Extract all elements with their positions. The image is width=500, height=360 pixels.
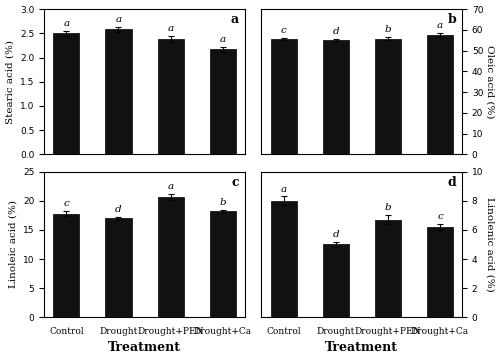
Y-axis label: Linoleic acid (%): Linoleic acid (%)	[8, 201, 18, 288]
Text: b: b	[384, 203, 391, 212]
Bar	[106, 218, 132, 317]
Bar	[158, 39, 184, 154]
Bar	[322, 40, 348, 154]
Text: a: a	[280, 185, 286, 194]
Text: d: d	[115, 204, 122, 213]
Text: a: a	[64, 19, 70, 28]
Text: a: a	[116, 15, 121, 24]
Text: d: d	[448, 176, 456, 189]
Text: a: a	[168, 182, 173, 191]
Text: a: a	[437, 21, 443, 30]
Bar	[210, 49, 236, 154]
Text: b: b	[220, 198, 226, 207]
X-axis label: Treatment: Treatment	[108, 341, 181, 355]
Bar	[158, 197, 184, 317]
Bar	[106, 30, 132, 154]
Bar	[427, 227, 453, 317]
Text: b: b	[448, 13, 456, 26]
Bar	[322, 244, 348, 317]
Text: a: a	[168, 24, 173, 33]
Y-axis label: Stearic acid (%): Stearic acid (%)	[6, 40, 15, 124]
Text: d: d	[332, 27, 339, 36]
Text: c: c	[280, 26, 286, 35]
X-axis label: Treatment: Treatment	[326, 341, 398, 355]
Y-axis label: Oleic acid (%): Oleic acid (%)	[486, 45, 494, 118]
Text: a: a	[230, 13, 239, 26]
Text: d: d	[332, 230, 339, 239]
Bar	[375, 39, 401, 154]
Y-axis label: Linolenic acid (%): Linolenic acid (%)	[486, 197, 494, 292]
Bar	[54, 213, 80, 317]
Bar	[270, 39, 296, 154]
Text: a: a	[220, 35, 226, 44]
Bar	[54, 33, 80, 154]
Bar	[375, 220, 401, 317]
Bar	[210, 211, 236, 317]
Bar	[270, 201, 296, 317]
Text: c: c	[437, 212, 443, 221]
Text: b: b	[384, 25, 391, 34]
Text: c: c	[64, 199, 69, 208]
Bar	[427, 35, 453, 154]
Text: c: c	[231, 176, 239, 189]
